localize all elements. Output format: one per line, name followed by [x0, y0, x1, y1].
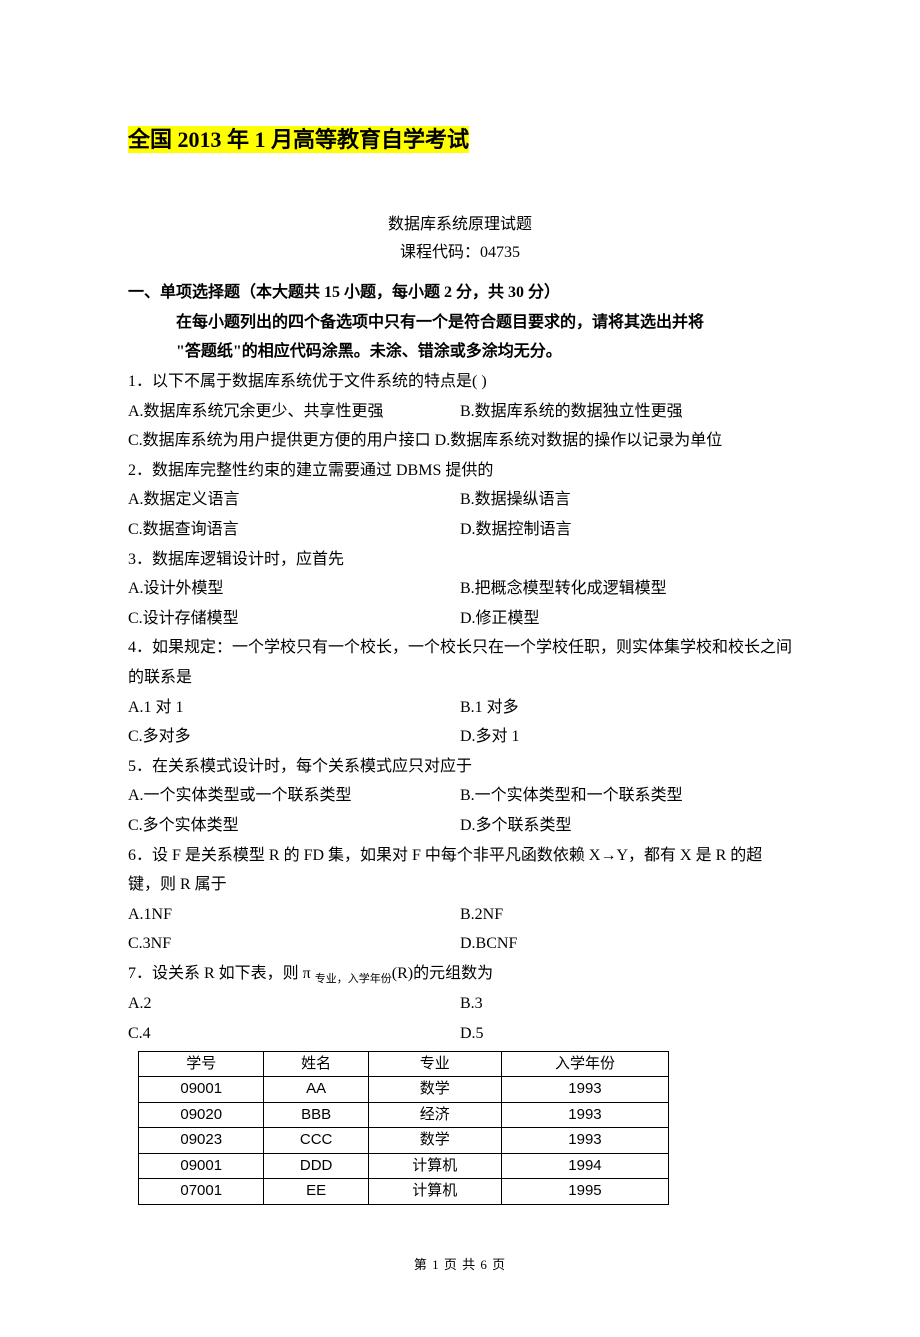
cell: 1993	[501, 1102, 668, 1128]
cell: 07001	[139, 1179, 264, 1205]
q4-option-b: B.1 对多	[460, 693, 792, 723]
section-heading: 一、单项选择题（本大题共 15 小题，每小题 2 分，共 30 分）	[128, 278, 792, 308]
q7-option-c: C.4	[128, 1019, 460, 1049]
q7-stem-post: (R)的元组数为	[392, 965, 493, 982]
th-year: 入学年份	[501, 1051, 668, 1077]
q6-option-b: B.2NF	[460, 900, 792, 930]
q3-option-a: A.设计外模型	[128, 574, 460, 604]
q2-option-c: C.数据查询语言	[128, 515, 460, 545]
subject-title: 数据库系统原理试题	[128, 211, 792, 240]
table-row: 09001 DDD 计算机 1994	[139, 1153, 669, 1179]
cell: BBB	[264, 1102, 368, 1128]
question-7: 7．设关系 R 如下表，则 π 专业，入学年份(R)的元组数为 A.2 B.3 …	[128, 959, 792, 1049]
table-row: 07001 EE 计算机 1995	[139, 1179, 669, 1205]
q2-option-b: B.数据操纵语言	[460, 485, 792, 515]
cell: 09023	[139, 1128, 264, 1154]
q7-option-a: A.2	[128, 989, 460, 1019]
q2-stem: 2．数据库完整性约束的建立需要通过 DBMS 提供的	[128, 456, 792, 486]
q5-option-d: D.多个联系类型	[460, 811, 792, 841]
cell: 1993	[501, 1128, 668, 1154]
q5-stem: 5．在关系模式设计时，每个关系模式应只对应于	[128, 752, 792, 782]
q4-option-d: D.多对 1	[460, 722, 792, 752]
cell: EE	[264, 1179, 368, 1205]
q3-option-c: C.设计存储模型	[128, 604, 460, 634]
question-4: 4．如果规定：一个学校只有一个校长，一个校长只在一个学校任职，则实体集学校和校长…	[128, 633, 792, 751]
table-row: 09020 BBB 经济 1993	[139, 1102, 669, 1128]
q5-option-b: B.一个实体类型和一个联系类型	[460, 781, 792, 811]
q4-option-a: A.1 对 1	[128, 693, 460, 723]
q4-option-c: C.多对多	[128, 722, 460, 752]
cell: 1995	[501, 1179, 668, 1205]
th-id: 学号	[139, 1051, 264, 1077]
th-major: 专业	[368, 1051, 501, 1077]
q4-stem: 4．如果规定：一个学校只有一个校长，一个校长只在一个学校任职，则实体集学校和校长…	[128, 633, 792, 692]
q1-option-cd: C.数据库系统为用户提供更方便的用户接口 D.数据库系统对数据的操作以记录为单位	[128, 426, 792, 456]
q6-stem: 6．设 F 是关系模型 R 的 FD 集，如果对 F 中每个非平凡函数依赖 X→…	[128, 841, 792, 900]
cell: 经济	[368, 1102, 501, 1128]
relation-table: 学号 姓名 专业 入学年份 09001 AA 数学 1993 09020 BBB…	[138, 1051, 669, 1205]
cell: 1994	[501, 1153, 668, 1179]
cell: 数学	[368, 1128, 501, 1154]
course-code: 课程代码：04735	[128, 239, 792, 268]
section-instruction-2: "答题纸"的相应代码涂黑。未涂、错涂或多涂均无分。	[128, 337, 792, 367]
question-3: 3．数据库逻辑设计时，应首先 A.设计外模型 B.把概念模型转化成逻辑模型 C.…	[128, 545, 792, 634]
cell: 计算机	[368, 1153, 501, 1179]
q2-option-d: D.数据控制语言	[460, 515, 792, 545]
q7-stem: 7．设关系 R 如下表，则 π 专业，入学年份(R)的元组数为	[128, 959, 792, 990]
q3-option-d: D.修正模型	[460, 604, 792, 634]
q6-option-d: D.BCNF	[460, 929, 792, 959]
table-row: 09001 AA 数学 1993	[139, 1077, 669, 1103]
q3-stem: 3．数据库逻辑设计时，应首先	[128, 545, 792, 575]
q6-option-a: A.1NF	[128, 900, 460, 930]
q2-option-a: A.数据定义语言	[128, 485, 460, 515]
subtitle-block: 数据库系统原理试题 课程代码：04735	[128, 211, 792, 269]
question-5: 5．在关系模式设计时，每个关系模式应只对应于 A.一个实体类型或一个联系类型 B…	[128, 752, 792, 841]
question-2: 2．数据库完整性约束的建立需要通过 DBMS 提供的 A.数据定义语言 B.数据…	[128, 456, 792, 545]
cell: DDD	[264, 1153, 368, 1179]
q5-option-a: A.一个实体类型或一个联系类型	[128, 781, 460, 811]
cell: AA	[264, 1077, 368, 1103]
section-instruction-1: 在每小题列出的四个备选项中只有一个是符合题目要求的，请将其选出并将	[128, 308, 792, 338]
q1-stem: 1．以下不属于数据库系统优于文件系统的特点是( )	[128, 367, 792, 397]
cell: 09001	[139, 1077, 264, 1103]
q5-option-c: C.多个实体类型	[128, 811, 460, 841]
cell: 1993	[501, 1077, 668, 1103]
q7-stem-pre: 7．设关系 R 如下表，则 π	[128, 965, 315, 982]
cell: 数学	[368, 1077, 501, 1103]
exam-title: 全国 2013 年 1 月高等教育自学考试	[128, 120, 792, 161]
q3-option-b: B.把概念模型转化成逻辑模型	[460, 574, 792, 604]
question-1: 1．以下不属于数据库系统优于文件系统的特点是( ) A.数据库系统冗余更少、共享…	[128, 367, 792, 456]
cell: CCC	[264, 1128, 368, 1154]
th-name: 姓名	[264, 1051, 368, 1077]
cell: 09001	[139, 1153, 264, 1179]
q7-option-b: B.3	[460, 989, 792, 1019]
q1-option-a: A.数据库系统冗余更少、共享性更强	[128, 397, 460, 427]
q6-option-c: C.3NF	[128, 929, 460, 959]
table-row: 09023 CCC 数学 1993	[139, 1128, 669, 1154]
title-text: 全国 2013 年 1 月高等教育自学考试	[128, 126, 469, 153]
q7-stem-sub: 专业，入学年份	[315, 973, 392, 985]
question-6: 6．设 F 是关系模型 R 的 FD 集，如果对 F 中每个非平凡函数依赖 X→…	[128, 841, 792, 959]
cell: 09020	[139, 1102, 264, 1128]
q7-option-d: D.5	[460, 1019, 792, 1049]
cell: 计算机	[368, 1179, 501, 1205]
page-footer: 第 1 页 共 6 页	[128, 1253, 792, 1277]
q1-option-b: B.数据库系统的数据独立性更强	[460, 397, 792, 427]
table-header-row: 学号 姓名 专业 入学年份	[139, 1051, 669, 1077]
